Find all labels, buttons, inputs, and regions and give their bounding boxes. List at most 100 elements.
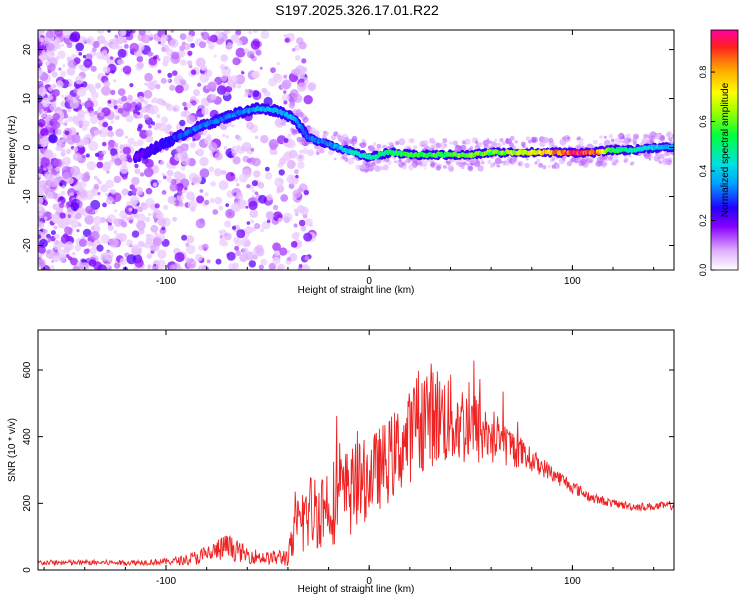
- noise-blob: [132, 244, 140, 252]
- noise-blob: [38, 67, 43, 78]
- noise-blob: [207, 81, 217, 92]
- ridge-halo: [666, 132, 671, 138]
- noise-blob: [208, 142, 218, 152]
- ridge-halo: [400, 161, 405, 166]
- noise-blob: [143, 89, 153, 99]
- ridge-halo: [368, 145, 371, 149]
- noise-blob: [57, 50, 66, 59]
- noise-blob: [82, 228, 92, 238]
- colorbar-label: Normalized spectral amplitude: [720, 82, 731, 217]
- ridge-halo: [659, 153, 665, 160]
- ridge-halo: [643, 152, 651, 160]
- noise-blob: [153, 55, 157, 60]
- noise-blob: [94, 152, 100, 157]
- noise-blob: [301, 264, 310, 270]
- noise-blob: [136, 126, 142, 132]
- ridge-halo: [578, 140, 584, 147]
- ridge-halo: [343, 136, 350, 143]
- ridge-halo: [430, 162, 436, 168]
- noise-blob: [145, 129, 153, 137]
- noise-blob: [290, 241, 298, 248]
- noise-blob: [260, 228, 265, 233]
- noise-blob: [150, 121, 156, 126]
- noise-blob: [290, 89, 299, 98]
- noise-blob: [182, 101, 187, 107]
- ridge-halo: [499, 138, 504, 142]
- noise-blob: [179, 33, 187, 40]
- noise-blob: [278, 247, 288, 256]
- noise-blob: [129, 83, 134, 88]
- noise-blob: [213, 54, 217, 58]
- noise-blob: [154, 203, 160, 209]
- noise-blob: [255, 244, 264, 254]
- ridge-halo: [589, 157, 595, 162]
- noise-blob: [143, 167, 154, 178]
- noise-blob: [185, 191, 195, 201]
- noise-blob: [89, 115, 99, 124]
- noise-blob: [235, 30, 242, 36]
- noise-blob: [102, 141, 107, 147]
- noise-blob: [53, 121, 61, 129]
- noise-blob: [85, 248, 91, 253]
- noise-blob: [64, 226, 73, 235]
- noise-blob: [131, 208, 138, 215]
- noise-blob: [61, 43, 65, 47]
- noise-blob: [214, 168, 223, 177]
- noise-blob: [60, 148, 65, 153]
- noise-blob: [269, 149, 276, 155]
- noise-blob: [93, 216, 102, 225]
- noise-blob: [253, 30, 258, 33]
- noise-blob: [199, 41, 207, 49]
- ridge-halo: [487, 139, 490, 142]
- noise-blob: [112, 99, 119, 106]
- noise-blob: [38, 205, 43, 212]
- noise-blob: [104, 53, 109, 58]
- noise-blob: [61, 137, 67, 143]
- noise-blob: [148, 212, 152, 217]
- noise-blob: [255, 49, 262, 56]
- snr-y-axis: 0 200 400 600: [22, 361, 674, 573]
- noise-blob: [204, 192, 209, 197]
- noise-blob: [54, 233, 60, 240]
- noise-blob: [107, 125, 113, 131]
- noise-blob: [66, 67, 76, 76]
- noise-blob: [172, 70, 178, 76]
- noise-blob: [120, 221, 128, 228]
- ridge-halo: [398, 158, 402, 163]
- noise-blob: [258, 194, 267, 204]
- ridge-halo: [509, 135, 515, 141]
- noise-blob: [110, 120, 115, 124]
- noise-blob: [236, 183, 240, 187]
- noise-blob: [183, 43, 191, 51]
- noise-blob: [97, 180, 102, 185]
- snr-series-line: [38, 360, 674, 567]
- ridge-halo: [420, 160, 428, 168]
- noise-blob: [143, 100, 149, 105]
- noise-blob: [107, 100, 112, 104]
- spectrogram-frame: [37, 29, 675, 271]
- noise-blob: [275, 118, 285, 128]
- ridge-halo: [671, 133, 674, 139]
- noise-blob: [214, 152, 223, 161]
- noise-blob: [60, 70, 67, 77]
- ridge-halo: [548, 146, 551, 149]
- ridge-halo: [531, 136, 538, 143]
- ridge-halo: [608, 133, 614, 139]
- noise-blob: [153, 219, 158, 223]
- noise-blob: [39, 37, 45, 43]
- noise-blob: [261, 87, 268, 94]
- noise-blob: [82, 55, 86, 59]
- noise-blob: [107, 225, 114, 231]
- ridge-halo: [528, 140, 532, 144]
- noise-blob: [166, 176, 173, 183]
- noise-blob: [127, 94, 133, 101]
- ridge-halo: [443, 165, 447, 169]
- noise-blob: [109, 56, 114, 60]
- noise-blob: [75, 212, 82, 220]
- noise-blob: [70, 165, 81, 176]
- noise-blob: [117, 48, 127, 58]
- noise-blob: [195, 150, 199, 155]
- noise-blob: [276, 185, 285, 193]
- noise-blob: [273, 73, 283, 84]
- spectrogram-y-label: Frequency (Hz): [7, 116, 18, 185]
